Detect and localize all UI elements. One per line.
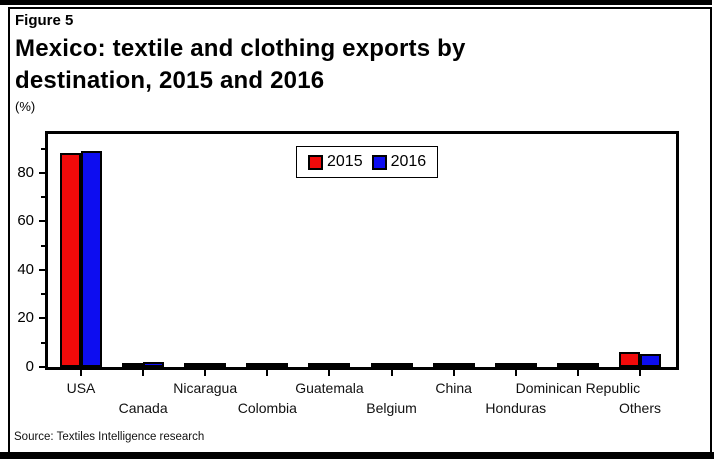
bar-2015-guatemala [308, 363, 330, 367]
bar-2015-others [618, 352, 640, 367]
x-axis-category-label: Canada [118, 400, 168, 416]
bar-2015-canada [122, 363, 144, 367]
x-axis-category-label: Guatemala [295, 380, 364, 396]
legend: 2015 2016 [296, 146, 439, 178]
bar-2015-nicaragua [184, 363, 206, 367]
y-axis-minor-tick [41, 341, 45, 344]
y-axis-tick-label: 0 [25, 358, 34, 375]
bar-2015-dominican-republic [556, 363, 578, 367]
bar-2016-dominican-republic [577, 363, 599, 367]
x-axis-tick [266, 370, 269, 376]
chart-title-line-1: Mexico: textile and clothing exports by [15, 35, 466, 62]
bar-2015-honduras [494, 363, 516, 367]
y-axis-unit-label: (%) [15, 99, 36, 114]
x-axis-category-label: Honduras [485, 400, 547, 416]
legend-swatch-2016 [371, 154, 387, 170]
bar-2015-colombia [246, 363, 268, 367]
chart-title-line-2: destination, 2015 and 2016 [15, 67, 325, 94]
y-axis-tick-label: 60 [17, 212, 34, 230]
x-axis-tick [80, 370, 82, 376]
x-axis-category-label: Dominican Republic [515, 380, 641, 396]
y-axis-major-tick [39, 317, 45, 320]
bar-2015-belgium [370, 363, 392, 367]
source-note: Source: Textiles Intelligence research [14, 431, 205, 443]
x-axis-tick [390, 370, 393, 376]
x-axis-tick [514, 370, 517, 376]
x-axis-tick [576, 370, 579, 376]
bar-2016-china [453, 363, 475, 367]
y-axis-minor-tick [41, 293, 45, 296]
bar-2016-nicaragua [205, 363, 227, 367]
y-axis-tick-label: 80 [17, 163, 34, 181]
legend-label-2015: 2015 [327, 153, 363, 170]
bottom-rule [0, 452, 714, 459]
top-rule [0, 0, 712, 5]
figure-frame: Figure 5 Mexico: textile and clothing ex… [8, 7, 712, 452]
x-axis-tick [638, 370, 641, 376]
x-axis-category-label: Others [618, 400, 661, 416]
bar-2015-usa [60, 153, 81, 367]
bar-2016-canada [143, 362, 165, 367]
x-axis-tick [328, 370, 331, 376]
x-axis-category-label: China [435, 380, 472, 396]
y-axis-major-tick [39, 220, 45, 223]
x-axis-category-label: Nicaragua [173, 380, 238, 396]
y-axis-minor-tick [41, 147, 45, 150]
y-axis-tick-label: 40 [17, 260, 34, 278]
legend-swatch-2015 [308, 154, 323, 170]
x-axis-category-label: Belgium [366, 400, 417, 416]
y-axis-minor-tick [41, 196, 45, 199]
y-axis-major-tick [39, 268, 45, 271]
x-axis-tick [142, 370, 145, 376]
bar-2015-china [432, 363, 454, 367]
bar-2016-colombia [267, 363, 289, 367]
bar-2016-belgium [391, 363, 413, 367]
bar-2016-honduras [515, 363, 537, 367]
x-axis-tick [204, 370, 207, 376]
legend-label-2016: 2016 [390, 153, 427, 170]
y-axis-minor-tick [41, 244, 45, 247]
y-axis-major-tick [39, 171, 45, 174]
y-axis-tick-label: 20 [17, 309, 34, 327]
figure-number: Figure 5 [15, 12, 74, 29]
y-axis-major-tick [39, 366, 45, 368]
x-axis-category-label: Colombia [237, 400, 297, 416]
bar-2016-usa [81, 151, 102, 367]
bar-2016-others [639, 354, 661, 367]
x-axis-category-label: USA [66, 380, 96, 396]
x-axis-tick [452, 370, 455, 376]
bar-2016-guatemala [329, 363, 351, 367]
